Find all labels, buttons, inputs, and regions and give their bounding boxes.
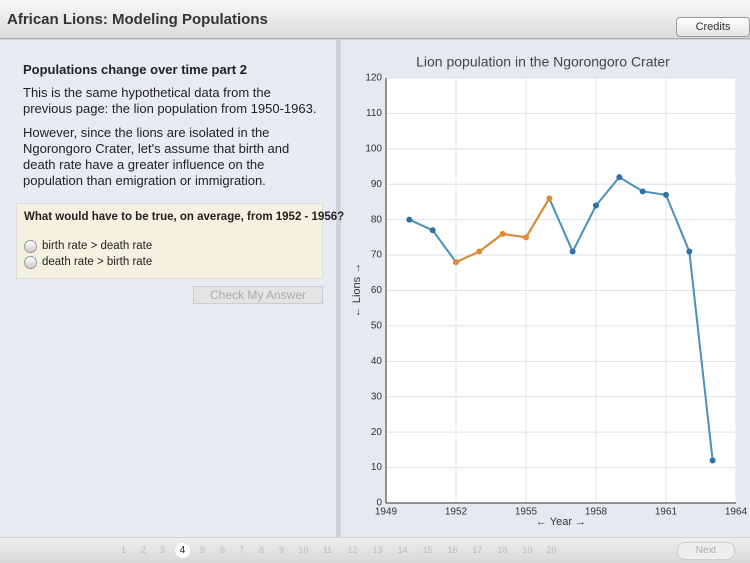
next-button[interactable]: Next [677,542,735,560]
x-tick-label: 1955 [515,507,538,518]
y-tick-label: 0 [376,498,382,509]
page-dot[interactable]: 8 [258,545,264,555]
line-highlight [478,233,504,253]
paragraph: This is the same hypothetical data from … [23,85,317,116]
x-tick-label: 1964 [725,507,748,518]
y-tick-label: 20 [371,427,383,438]
footer-bar [0,538,750,563]
page-dot[interactable]: 18 [497,545,508,555]
option-label[interactable]: birth rate > death rate [42,240,153,252]
y-tick-label: 100 [365,143,382,154]
page-dot[interactable]: 11 [322,545,333,555]
page-dot[interactable]: 15 [422,545,433,555]
question: What would have to be true, on average, … [24,211,345,223]
y-tick-label: 40 [371,356,383,367]
page-dot[interactable]: 4 [175,543,190,558]
chart: Lion population in the Ngorongoro Crater… [351,54,748,528]
app-title: African Lions: Modeling Populations [7,11,268,28]
page-dot[interactable]: 3 [159,545,165,555]
point [593,202,599,209]
page-dot[interactable]: 13 [372,545,383,555]
y-tick-label: 30 [371,391,383,402]
page-dot[interactable]: 16 [447,545,458,555]
page-dot[interactable]: 12 [347,545,358,555]
y-tick-label: 10 [371,462,383,473]
x-tick-label: 1958 [585,507,608,518]
page-dot[interactable]: 19 [522,545,533,555]
point [453,259,459,266]
line-highlight [525,197,551,238]
x-tick-label: 1949 [375,507,398,518]
page-dot[interactable]: 7 [238,545,244,555]
page-dot[interactable]: 10 [298,545,309,555]
question-box [16,203,323,279]
y-tick-label: 60 [371,285,383,296]
y-tick-label: 80 [371,214,383,225]
lesson-heading: Populations change over time part 2 [23,62,247,77]
credits-button[interactable]: Credits [676,17,750,37]
option-label[interactable]: death rate > birth rate [42,256,153,268]
page-dot[interactable]: 5 [199,545,205,555]
page-dot[interactable]: 1 [120,545,126,555]
paragraph: However, since the lions are isolated in… [23,125,290,188]
radio[interactable] [24,240,37,253]
check-button[interactable]: Check My Answer [193,286,323,304]
x-axis-label: ← Year → [536,516,586,528]
y-axis-label: ← Lions → [351,263,363,317]
page-dot[interactable]: 17 [472,545,483,555]
point [476,248,483,255]
line-highlight [455,250,480,264]
page-dot[interactable]: 6 [219,545,225,555]
point [429,227,436,234]
point [546,195,553,202]
y-tick-label: 90 [371,179,383,190]
y-tick-label: 50 [371,321,383,332]
point [639,188,646,195]
point [406,216,413,223]
point [663,191,669,198]
x-tick-label: 1961 [655,507,678,518]
line-highlight [502,232,527,239]
x-tick-label: 1952 [445,507,468,518]
page-dot[interactable]: 9 [278,545,284,555]
point [709,457,716,464]
page-dot[interactable]: 14 [397,545,408,555]
point [523,234,529,241]
radio[interactable] [24,256,37,269]
point [616,174,623,181]
y-tick-label: 70 [371,250,383,261]
point [499,230,506,237]
page-dot[interactable]: 2 [140,545,146,555]
y-tick-label: 110 [366,108,382,119]
y-tick-label: 120 [365,73,382,84]
header-bar [0,0,750,39]
chart-title: Lion population in the Ngorongoro Crater [416,54,670,70]
point [569,248,576,255]
point [686,248,693,255]
page-dot[interactable]: 20 [546,545,557,555]
